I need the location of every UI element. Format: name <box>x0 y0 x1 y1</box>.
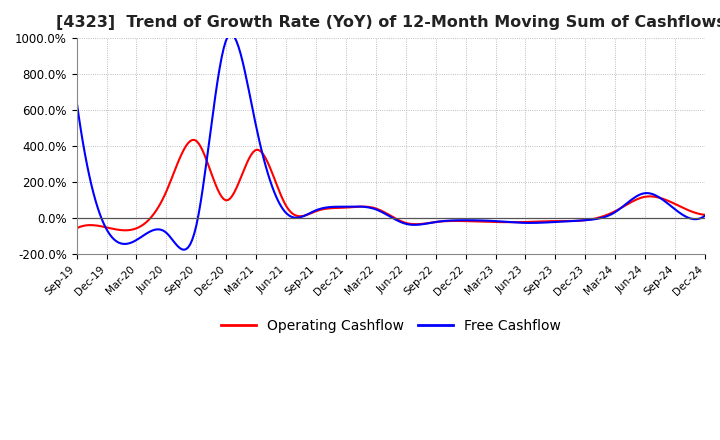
Free Cashflow <box>606 212 615 217</box>
Operating Cashflow <box>72 226 81 231</box>
Free Cashflow <box>225 32 234 37</box>
Legend: Operating Cashflow, Free Cashflow: Operating Cashflow, Free Cashflow <box>215 313 566 338</box>
Operating Cashflow <box>646 194 654 199</box>
Free Cashflow <box>701 213 709 218</box>
Operating Cashflow <box>449 218 457 224</box>
Free Cashflow <box>461 217 469 223</box>
Operating Cashflow <box>701 212 709 217</box>
Title: [4323]  Trend of Growth Rate (YoY) of 12-Month Moving Sum of Cashflows: [4323] Trend of Growth Rate (YoY) of 12-… <box>56 15 720 30</box>
Operating Cashflow <box>190 137 199 143</box>
Operating Cashflow <box>451 218 459 224</box>
Free Cashflow <box>449 218 457 223</box>
Free Cashflow <box>74 113 83 118</box>
Free Cashflow <box>646 191 654 196</box>
Operating Cashflow <box>74 225 83 230</box>
Free Cashflow <box>72 99 81 104</box>
Operating Cashflow <box>461 218 469 224</box>
Free Cashflow <box>179 247 188 253</box>
Free Cashflow <box>451 218 459 223</box>
Line: Operating Cashflow: Operating Cashflow <box>76 140 705 230</box>
Line: Free Cashflow: Free Cashflow <box>76 34 705 250</box>
Operating Cashflow <box>121 227 130 233</box>
Operating Cashflow <box>606 211 615 216</box>
